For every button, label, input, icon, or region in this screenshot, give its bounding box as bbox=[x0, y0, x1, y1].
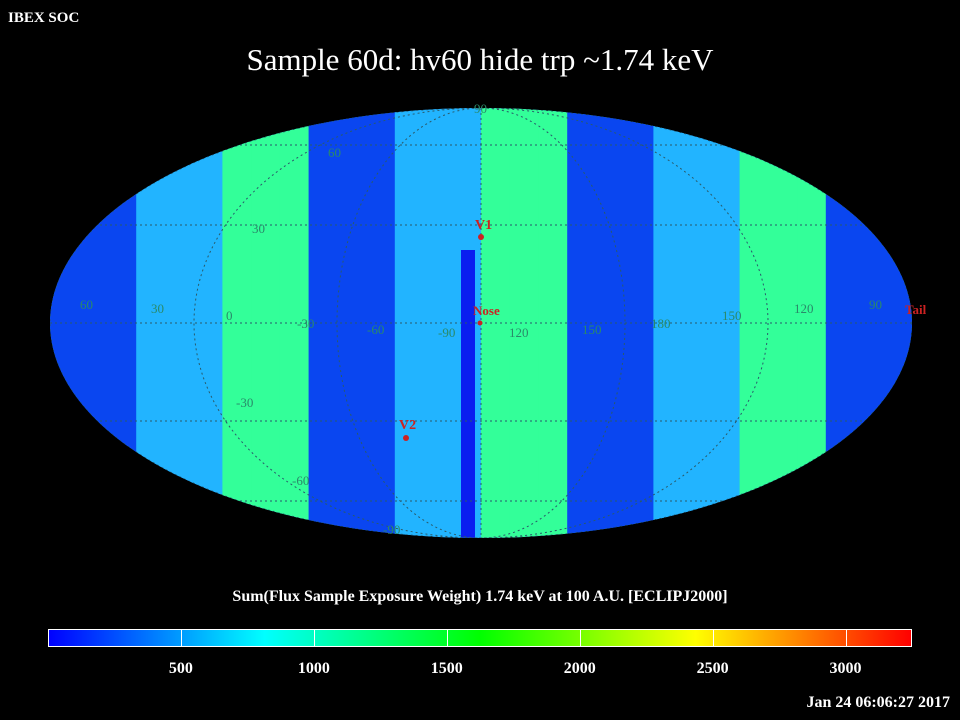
colorbar-tick bbox=[579, 629, 581, 647]
flux-stripe bbox=[308, 108, 338, 538]
lat-label-m30: -30 bbox=[236, 395, 253, 410]
colorbar-tick-label: 500 bbox=[168, 660, 193, 677]
colorbar-tick-label: 1000 bbox=[297, 660, 330, 677]
flux-stripe bbox=[624, 108, 654, 538]
soc-label: IBEX SOC bbox=[8, 10, 80, 26]
lon-label-180: 180 bbox=[651, 316, 671, 331]
colorbar-tick bbox=[180, 629, 182, 647]
lon-label-30: 30 bbox=[151, 301, 164, 316]
flux-stripe bbox=[394, 108, 425, 538]
flux-stripe bbox=[78, 108, 108, 538]
lat-label-30: 30 bbox=[252, 221, 265, 236]
v2-marker bbox=[403, 435, 409, 441]
lon-label-120: 120 bbox=[509, 325, 529, 340]
lon-label-60: 60 bbox=[80, 297, 93, 312]
colorbar-tick-label: 2500 bbox=[696, 660, 729, 677]
lat-label-0: 0 bbox=[226, 308, 233, 323]
flux-stripe bbox=[768, 108, 798, 538]
flux-stripe bbox=[164, 108, 195, 538]
lat-label-90: 90 bbox=[474, 101, 487, 116]
lat-label-m90: -90 bbox=[383, 522, 400, 537]
flux-stripe bbox=[538, 108, 568, 538]
flux-stripe-center bbox=[461, 250, 475, 538]
lon-label-90b: 90 bbox=[869, 297, 882, 312]
flux-stripe bbox=[509, 108, 539, 538]
flux-stripe bbox=[883, 108, 912, 538]
v2-label: V2 bbox=[399, 418, 416, 433]
v1-marker bbox=[478, 234, 484, 240]
map-title: Sample 60d: hv60 hide trp ~1.74 keV bbox=[246, 42, 714, 77]
nose-marker bbox=[477, 320, 483, 326]
flux-stripe bbox=[653, 108, 683, 538]
flux-stripe bbox=[50, 108, 80, 538]
v1-label: V1 bbox=[475, 218, 492, 233]
colorbar-tick bbox=[845, 629, 847, 647]
timestamp: Jan 24 06:06:27 2017 bbox=[806, 694, 950, 711]
lon-label-120b: 120 bbox=[794, 301, 814, 316]
flux-stripe bbox=[423, 108, 453, 538]
lon-label-m30: -30 bbox=[297, 316, 314, 331]
lat-label-m60: -60 bbox=[292, 473, 309, 488]
colorbar-tick-label: 3000 bbox=[829, 660, 862, 677]
colorbar-tick bbox=[712, 629, 714, 647]
flux-stripe bbox=[279, 108, 310, 538]
lon-label-150: 150 bbox=[582, 322, 602, 337]
colorbar-tick-label: 2000 bbox=[563, 660, 596, 677]
colorbar-tick-label: 1500 bbox=[430, 660, 463, 677]
sky-map: 90 60 30 0 -30 -60 -90 60 30 0 -30 -60 -… bbox=[50, 101, 927, 538]
tail-label: Tail bbox=[905, 302, 927, 317]
flux-stripe bbox=[854, 108, 884, 538]
lat-label-60: 60 bbox=[328, 145, 341, 160]
colorbar-tick bbox=[446, 629, 448, 647]
lon-label-m90: -90 bbox=[438, 325, 455, 340]
flux-stripe bbox=[193, 108, 223, 538]
lon-label-150b: 150 bbox=[722, 308, 742, 323]
lon-label-m60: -60 bbox=[367, 322, 384, 337]
colorbar-label: Sum(Flux Sample Exposure Weight) 1.74 ke… bbox=[232, 588, 728, 605]
nose-label: Nose bbox=[473, 303, 500, 318]
flux-stripe bbox=[739, 108, 769, 538]
colorbar bbox=[48, 629, 912, 647]
colorbar-tick bbox=[313, 629, 315, 647]
